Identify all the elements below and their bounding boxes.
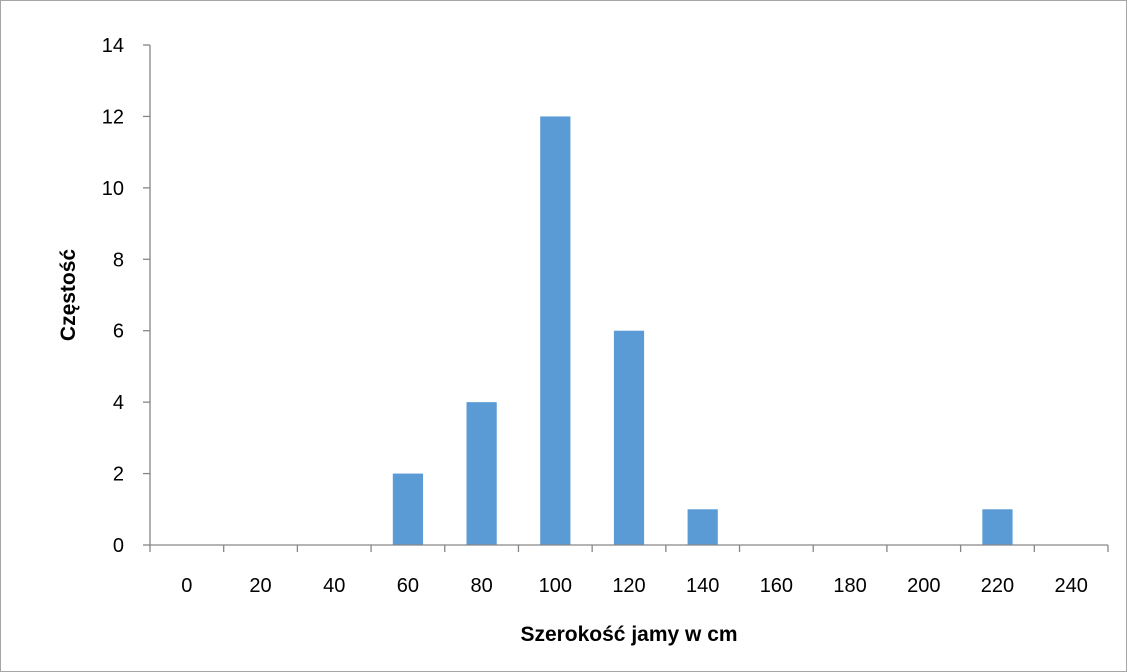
bar-140 xyxy=(687,509,718,545)
y-tick-label: 8 xyxy=(113,249,124,271)
bar-80 xyxy=(466,402,497,545)
y-tick-label: 4 xyxy=(113,392,124,414)
x-tick-label: 40 xyxy=(323,575,345,597)
bar-120 xyxy=(613,330,645,545)
x-tick-label: 100 xyxy=(539,575,572,597)
x-tick-label: 240 xyxy=(1054,575,1087,597)
axes-group xyxy=(143,44,1109,552)
x-tick-label: 0 xyxy=(181,575,192,597)
y-tick-label: 10 xyxy=(102,178,124,200)
x-tick-label: 200 xyxy=(907,575,940,597)
x-axis-title: Szerokość jamy w cm xyxy=(520,623,737,646)
bar-100 xyxy=(540,116,571,545)
x-tick-label: 220 xyxy=(981,575,1014,597)
x-tick-labels: 0 20 40 60 80 100 120 140 160 180 200 220 240 xyxy=(181,575,1088,597)
bar-220 xyxy=(982,509,1013,545)
y-tick-label: 2 xyxy=(113,464,124,486)
bars-group xyxy=(392,116,1013,545)
x-tick-label: 140 xyxy=(686,575,719,597)
x-tick-label: 20 xyxy=(249,575,271,597)
x-tick-label: 160 xyxy=(760,575,793,597)
y-tick-label: 14 xyxy=(102,35,124,57)
y-tick-label: 6 xyxy=(113,321,124,343)
y-tick-label: 12 xyxy=(102,106,124,128)
y-tick-labels: 0 2 4 6 8 10 12 14 xyxy=(102,35,124,557)
bar-60 xyxy=(392,473,424,545)
x-tick-label: 60 xyxy=(397,575,419,597)
y-tick-label: 0 xyxy=(113,535,124,557)
x-tick-label: 180 xyxy=(833,575,866,597)
x-tick-label: 120 xyxy=(612,575,645,597)
x-tick-label: 80 xyxy=(470,575,492,597)
y-axis-title: Częstość xyxy=(57,249,80,342)
